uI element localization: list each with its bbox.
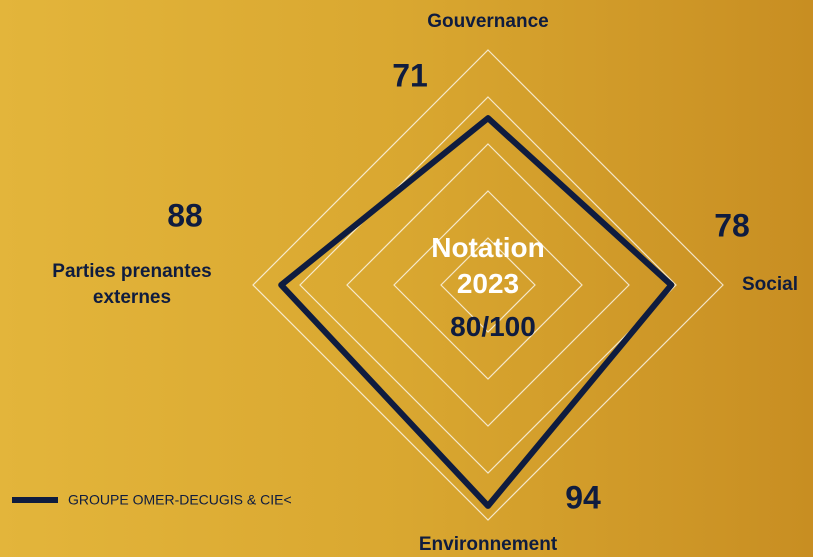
center-label: Notation 2023	[431, 232, 545, 299]
value-label: 88	[167, 197, 203, 233]
legend-swatch	[12, 497, 58, 503]
series-line	[278, 115, 675, 509]
score-label: 80/100	[450, 311, 536, 342]
axis-label: Social	[742, 274, 798, 295]
axis-label: Gouvernance	[427, 11, 549, 32]
legend-label: GROUPE OMER-DECUGIS & CIE<	[68, 492, 292, 508]
axis-label: Parties prenantes externes	[52, 261, 212, 308]
grid-ring	[252, 49, 724, 521]
value-label: 71	[392, 57, 428, 93]
grid-ring	[440, 237, 536, 333]
grid-ring	[393, 190, 583, 380]
value-label: 78	[714, 207, 750, 243]
axis-label: Environnement	[418, 534, 558, 555]
grid-ring	[346, 143, 630, 427]
value-label: 94	[565, 479, 601, 515]
